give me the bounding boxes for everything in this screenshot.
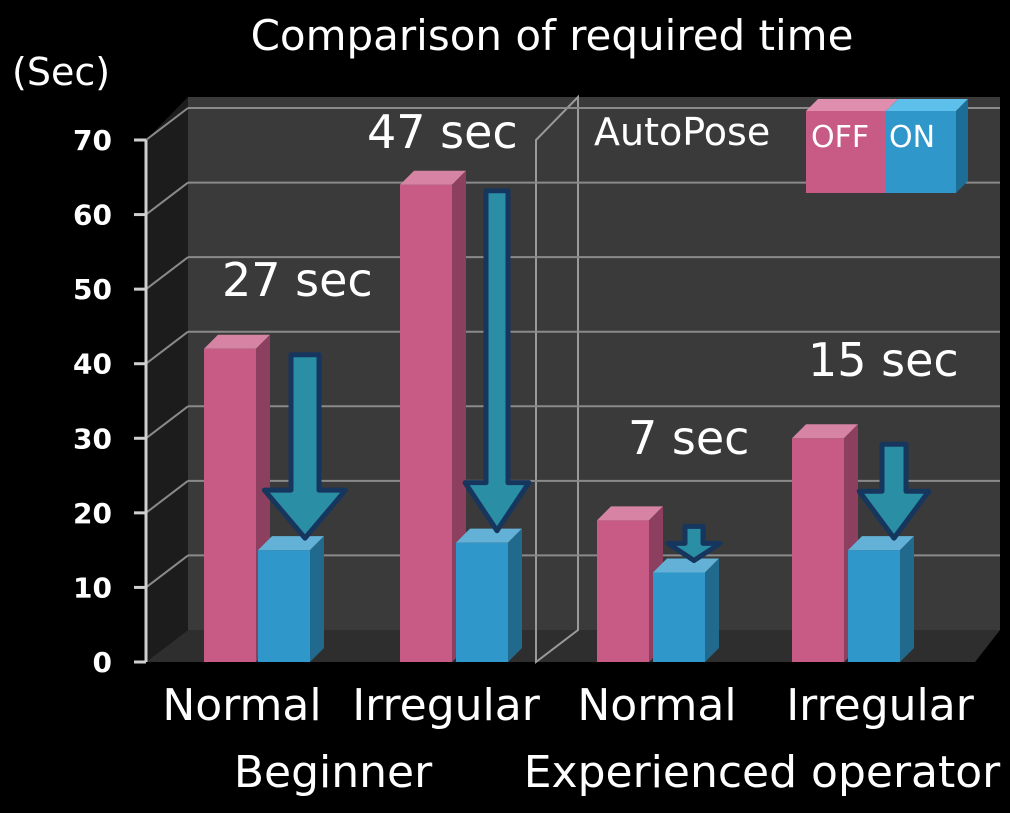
legend-title: AutoPose [594, 110, 770, 154]
category-label: Irregular [786, 680, 974, 731]
bar-side [705, 558, 719, 662]
bar-front [792, 438, 844, 662]
bar-on [456, 528, 522, 662]
y-tick-label: 70 [73, 124, 112, 157]
annotation-label: 15 sec [808, 333, 959, 387]
down-arrow [856, 441, 932, 541]
y-tick-label: 0 [93, 646, 112, 679]
legend: AutoPose OFF ON [594, 99, 968, 193]
gridline [145, 554, 189, 589]
legend-swatch-on [886, 99, 968, 193]
down-arrow [462, 188, 532, 534]
gridline [145, 107, 189, 141]
y-tick-label: 40 [73, 348, 112, 381]
legend-swatch-off [806, 99, 898, 193]
bar-front [456, 542, 508, 662]
bar-top [204, 334, 270, 349]
y-tick-label: 60 [73, 199, 112, 232]
y-tick-labels: 0 10 20 30 40 50 60 70 [73, 124, 146, 679]
legend-label-off: OFF [811, 120, 869, 155]
down-arrow [261, 352, 349, 541]
annotation-label: 7 sec [628, 411, 749, 465]
bar-front [597, 520, 649, 662]
bar-top [792, 424, 858, 439]
y-axis-unit-label: (Sec) [12, 50, 110, 94]
y-tick-label: 50 [73, 273, 112, 306]
chart-title: Comparison of required time [251, 11, 854, 60]
bar-side [900, 536, 914, 662]
group-label: Beginner [234, 747, 433, 798]
bar-side [508, 528, 522, 662]
gridline [145, 330, 189, 365]
bar-top [848, 536, 914, 551]
bar-top [597, 506, 663, 521]
category-label: Irregular [352, 680, 540, 731]
bar-top [653, 558, 719, 573]
category-label: Normal [162, 680, 321, 731]
legend-label-on: ON [889, 120, 935, 155]
category-label: Normal [577, 680, 736, 731]
annotation-label: 47 sec [367, 105, 518, 159]
chart-floor [146, 630, 1000, 662]
gridline [145, 181, 189, 216]
bar-on [258, 536, 324, 662]
bar-front [258, 550, 310, 662]
y-tick-label: 20 [73, 497, 112, 530]
gridline [145, 405, 189, 440]
down-arrow [665, 523, 723, 564]
bars [204, 170, 914, 662]
bar-top [400, 170, 466, 185]
y-tick-label: 30 [73, 422, 112, 455]
gridline [145, 480, 189, 514]
bar-on [653, 558, 719, 662]
annotation-label: 27 sec [222, 253, 373, 307]
y-tick-label: 10 [73, 571, 112, 604]
bar-front [400, 184, 452, 662]
group-divider [535, 94, 579, 665]
chart-side-wall [146, 97, 188, 662]
bar-side [310, 536, 324, 662]
bar-front [204, 348, 256, 662]
group-label: Experienced operator [524, 747, 1001, 798]
reduction-arrows [261, 188, 932, 564]
bar-front [653, 572, 705, 662]
bar-front [848, 550, 900, 662]
bar-on [848, 536, 914, 662]
gridline [145, 256, 189, 290]
bar-off [400, 170, 466, 662]
bar-top [456, 528, 522, 543]
bar-top [258, 536, 324, 551]
